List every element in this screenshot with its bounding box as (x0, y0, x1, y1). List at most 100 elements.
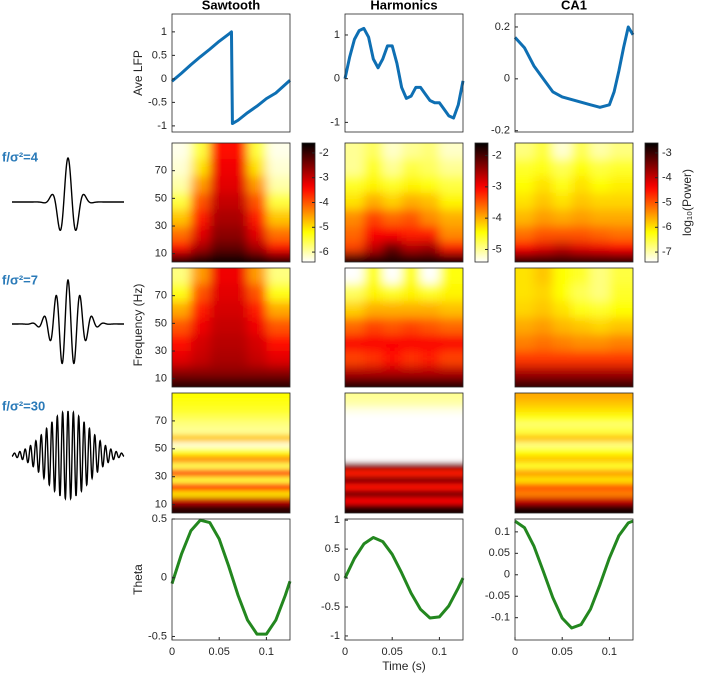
heat-cell (420, 301, 440, 319)
heat-cell (424, 490, 463, 499)
heat-cell (266, 158, 290, 177)
heat-cell (424, 413, 463, 422)
heat-cell (382, 268, 403, 285)
heat-cell (228, 226, 249, 242)
heat-cell (594, 483, 633, 492)
colorbar-tick-label: -2 (319, 147, 329, 159)
heat-cell (247, 253, 267, 262)
colorbar-tick-label: -6 (319, 246, 329, 258)
heat-cell (345, 334, 365, 352)
heat-cell (382, 351, 403, 367)
heat-cell (533, 253, 554, 262)
heat-cell (553, 469, 595, 478)
heat-cell (609, 366, 633, 379)
heat-cell (363, 351, 384, 367)
heat-cell (172, 455, 212, 464)
heat-cell (210, 455, 252, 464)
heat-cell (172, 413, 212, 422)
heat-cell (363, 143, 384, 160)
heat-cell (190, 301, 211, 319)
heat-cell (594, 462, 633, 471)
heatmap (345, 268, 463, 387)
y-tick-label: 50 (155, 317, 167, 329)
heatmap (172, 393, 290, 513)
heat-cell (609, 209, 633, 227)
heat-cell (210, 420, 252, 429)
heat-cell (590, 253, 610, 262)
y-tick-label: -1 (330, 116, 340, 128)
heat-cell (247, 351, 267, 367)
y-tick-label: 10 (155, 373, 167, 385)
heatmap (172, 268, 290, 387)
heat-cell (209, 334, 230, 352)
panel: -1 0 1 Harmonics (330, 0, 465, 133)
wavelet-label: f/σ²=30 (2, 398, 45, 413)
heat-cell (228, 253, 249, 262)
cells (345, 393, 463, 513)
heat-cell (251, 497, 290, 506)
heat-cell (383, 469, 425, 478)
heat-cell (190, 209, 211, 227)
panel-title: Sawtooth (202, 0, 261, 12)
panel: 10 30 50 70 (155, 392, 291, 514)
heat-cell (363, 283, 384, 302)
heat-cell (266, 351, 290, 367)
heat-cell (266, 209, 290, 227)
heat-cell (172, 490, 212, 499)
axes-box (171, 267, 291, 388)
heatmap (345, 143, 463, 262)
heat-cell (383, 427, 425, 436)
heat-cell (424, 434, 463, 443)
colorbar-tick-label: -2 (492, 149, 502, 161)
heat-cell (172, 241, 192, 254)
heat-cell (533, 268, 554, 285)
heat-cell (424, 399, 463, 408)
heat-cell (552, 378, 573, 387)
heat-cell (533, 241, 554, 254)
heat-cell (345, 504, 385, 513)
heat-cell (590, 378, 610, 387)
heat-cell (251, 483, 290, 492)
heat-cell (209, 253, 230, 262)
heat-cell (345, 241, 365, 254)
heat-cell (228, 192, 249, 210)
y-tick-label: 0.1 (495, 526, 510, 538)
heat-cell (210, 441, 252, 450)
wavelet-label: f/σ²=7 (2, 272, 38, 287)
heat-cell (363, 158, 384, 177)
panel-title: CA1 (561, 0, 587, 12)
heat-cell (424, 393, 463, 401)
y-tick-label: -0.2 (491, 125, 510, 137)
heat-cell (345, 253, 365, 262)
heat-cell (515, 301, 535, 319)
heat-cell (515, 241, 535, 254)
heat-cell (383, 455, 425, 464)
panel: -5 -4 -3 -2 (344, 142, 502, 263)
heat-cell (424, 448, 463, 457)
panel: -1 -0.5 0 0.5 1 0 0.05 0.1 Time (s) (321, 514, 465, 673)
heat-cell (439, 253, 463, 262)
axes-box (171, 392, 291, 514)
heat-cell (210, 427, 252, 436)
line (343, 536, 465, 620)
heat-cell (420, 143, 440, 160)
heat-cell (515, 434, 555, 443)
heat-cell (401, 283, 422, 302)
heat-cell (228, 366, 249, 379)
panel (514, 392, 634, 514)
cells (345, 143, 463, 262)
heat-cell (552, 253, 573, 262)
heat-cell (172, 268, 192, 285)
heat-cell (190, 192, 211, 210)
line (171, 30, 292, 126)
heat-cell (515, 158, 535, 177)
heat-cell (209, 268, 230, 285)
heat-cell (594, 399, 633, 408)
heat-cell (172, 351, 192, 367)
heat-cell (401, 209, 422, 227)
axes-box (514, 142, 634, 263)
y-tick-label: 0.2 (495, 21, 510, 33)
heat-cell (345, 476, 385, 485)
y-tick-label: 0.05 (489, 547, 510, 559)
heat-cell (190, 334, 211, 352)
